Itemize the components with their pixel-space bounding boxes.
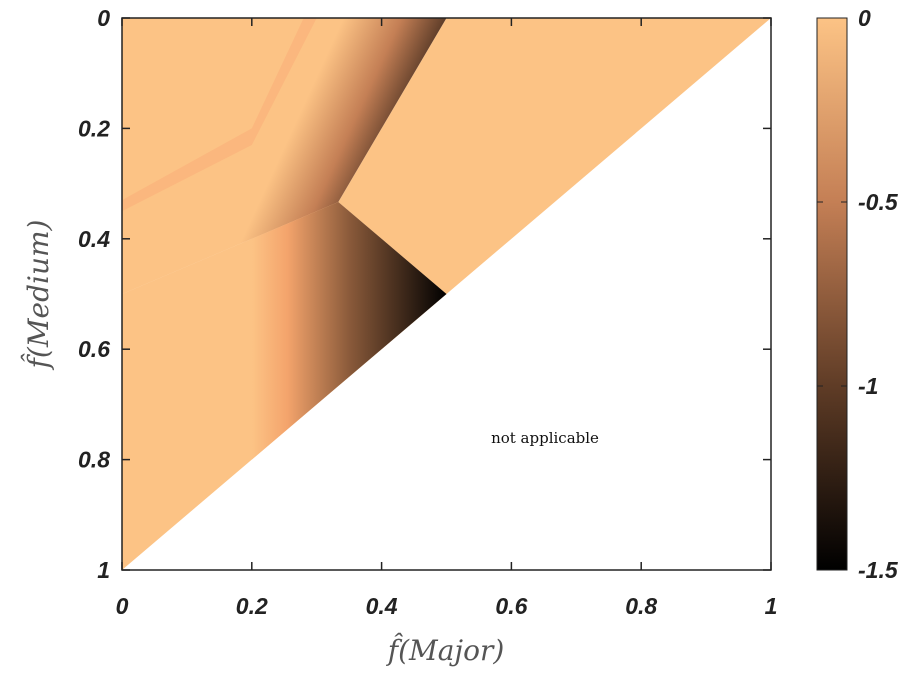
y-axis-label: f̂(Medium) xyxy=(21,220,55,371)
x-axis-label: f̂(Major) xyxy=(386,633,505,667)
y-tick-label: 0.6 xyxy=(78,336,110,362)
heatmap-regions xyxy=(122,18,771,570)
band-upper-edge xyxy=(122,18,317,212)
x-axis-ticks: 0 0.2 0.4 0.6 0.8 1 xyxy=(116,18,778,619)
y-tick-label: 1 xyxy=(97,557,110,583)
x-tick-label: 0.8 xyxy=(625,593,657,619)
colorbar-tick-label: -1.5 xyxy=(858,557,899,583)
band-lower-vertical xyxy=(251,202,447,460)
colorbar xyxy=(816,17,848,571)
region-upper-right xyxy=(338,18,771,294)
colorbar-tick-label: 0 xyxy=(858,5,871,31)
colorbar-tick-label: -0.5 xyxy=(858,189,899,215)
plot-frame xyxy=(121,17,772,571)
colorbar-ticks: 0 -0.5 -1 -1.5 xyxy=(817,5,899,583)
colorbar-tick-label: -1 xyxy=(858,373,878,399)
y-tick-label: 0.2 xyxy=(78,115,110,141)
x-tick-label: 1 xyxy=(765,593,778,619)
y-tick-label: 0.4 xyxy=(78,226,110,252)
x-tick-label: 0 xyxy=(116,593,129,619)
x-tick-label: 0.4 xyxy=(366,593,398,619)
not-applicable-label: not applicable xyxy=(491,429,599,447)
y-tick-label: 0.8 xyxy=(78,447,110,473)
y-tick-label: 0 xyxy=(97,5,110,31)
x-tick-label: 0.2 xyxy=(236,593,268,619)
band-upper-diagonal xyxy=(122,18,447,294)
y-axis-ticks: 0 0.2 0.4 0.6 0.8 1 xyxy=(78,5,771,583)
x-tick-label: 0.6 xyxy=(495,593,527,619)
